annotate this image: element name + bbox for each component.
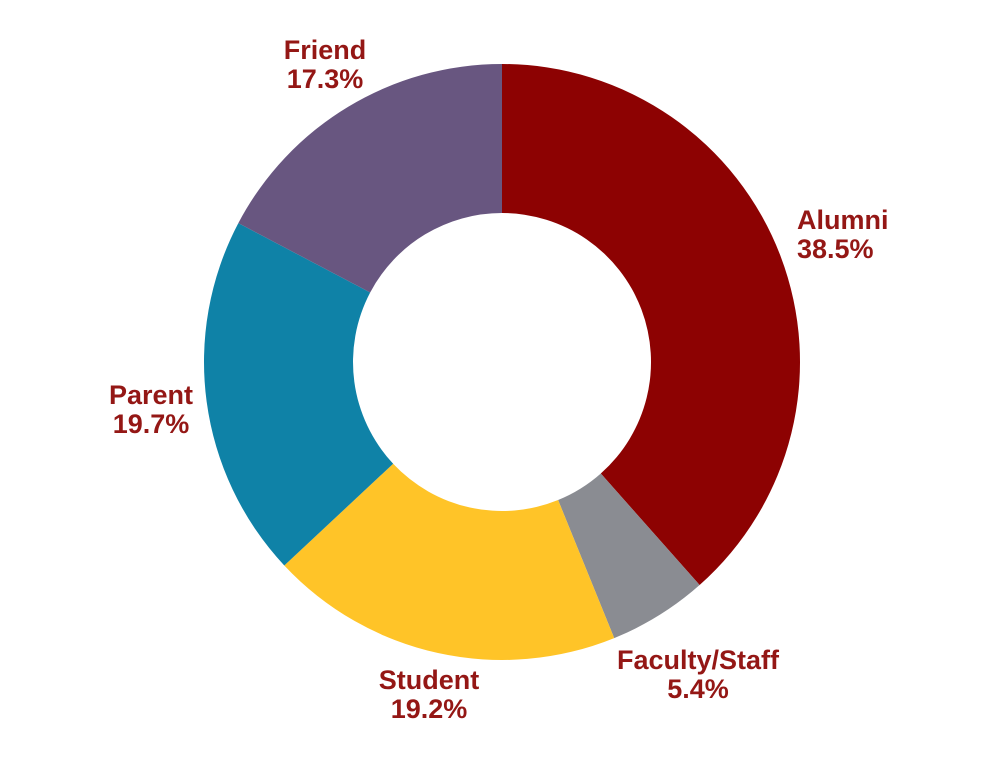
- slice-friend: [238, 64, 502, 293]
- slice-label-pct: 17.3%: [286, 64, 364, 94]
- slice-label-pct: 19.7%: [112, 409, 190, 439]
- slice-label-parent: Parent 19.7%: [109, 381, 193, 439]
- slice-label-pct: 19.2%: [390, 694, 468, 724]
- slice-label-name: Faculty/Staff: [616, 645, 780, 675]
- slice-student: [284, 463, 615, 661]
- slice-parent: [203, 223, 394, 566]
- slice-label-student: Student 19.2%: [379, 666, 480, 724]
- slice-label-name: Student: [378, 665, 480, 695]
- slice-label-faculty: Faculty/Staff 5.4%: [617, 646, 779, 704]
- slice-label-pct: 5.4%: [667, 674, 729, 704]
- slice-label-name: Alumni: [797, 205, 889, 235]
- slice-label-friend: Friend 17.3%: [284, 36, 367, 94]
- slice-label-alumni: Alumni 38.5%: [797, 206, 889, 264]
- slice-label-name: Parent: [108, 380, 194, 410]
- slice-faculty-staff: [558, 473, 700, 639]
- slice-label-name: Friend: [283, 35, 367, 65]
- slice-label-pct: 38.5%: [797, 234, 874, 264]
- slice-alumni: [502, 64, 801, 586]
